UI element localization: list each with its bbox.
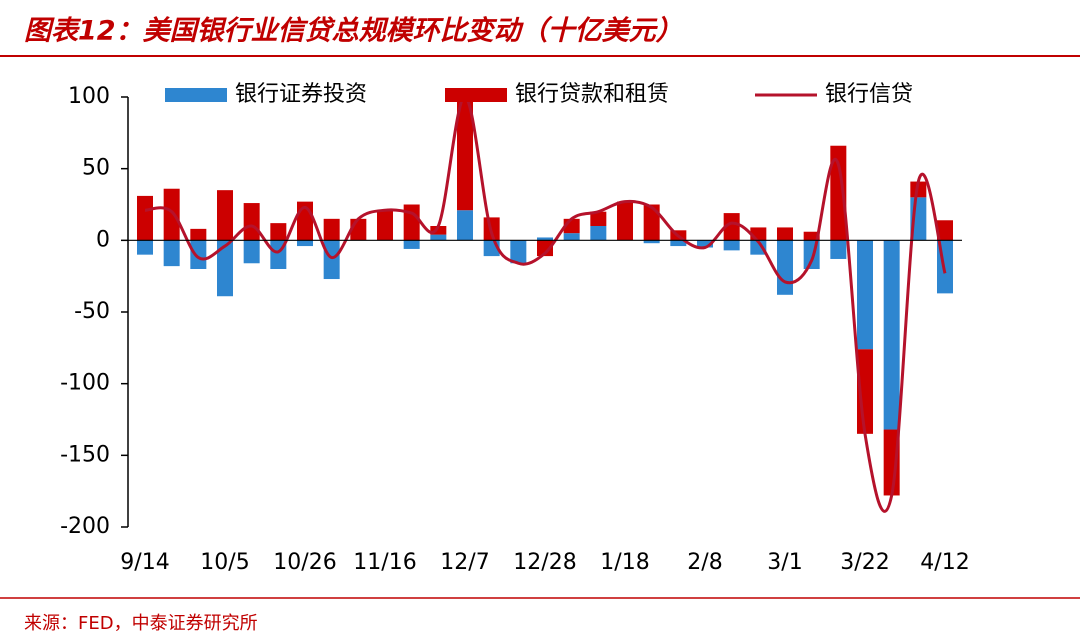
bar — [723, 240, 740, 251]
bar — [403, 240, 420, 249]
bar — [270, 223, 287, 241]
y-tick-label: -50 — [74, 299, 110, 324]
x-tick-label: 1/18 — [600, 550, 649, 575]
bar — [377, 210, 393, 241]
bar — [323, 218, 340, 241]
x-tick-label: 9/14 — [120, 550, 169, 575]
bar — [723, 213, 740, 241]
bar — [243, 240, 260, 264]
bar — [430, 234, 447, 241]
bar — [323, 240, 340, 280]
bar — [297, 240, 313, 247]
bar — [643, 240, 660, 244]
bar — [670, 240, 687, 247]
y-tick-label: -100 — [60, 371, 110, 396]
bar — [777, 227, 793, 241]
x-tick-label: 4/12 — [920, 550, 969, 575]
x-tick-label: 10/5 — [200, 550, 249, 575]
line — [144, 95, 947, 513]
bar — [137, 240, 153, 255]
legend-swatch — [445, 88, 507, 102]
y-tick-label: 100 — [68, 84, 110, 109]
bar — [190, 240, 207, 269]
bar — [537, 240, 553, 257]
bar — [190, 228, 207, 241]
x-tick-label: 2/8 — [687, 550, 722, 575]
bar — [750, 240, 767, 255]
legend-label: 银行贷款和租赁 — [515, 82, 669, 107]
bar — [883, 240, 900, 430]
bar — [403, 204, 420, 241]
x-tick-label: 3/1 — [767, 550, 802, 575]
bar — [857, 240, 873, 350]
bar — [777, 240, 793, 295]
chart-title: 图表12：美国银行业信贷总规模环比变动（十亿美元） — [24, 16, 683, 47]
y-tick-label: -150 — [60, 442, 110, 467]
bar — [430, 226, 447, 235]
x-tick-label: 3/22 — [840, 550, 889, 575]
x-tick-label: 12/28 — [513, 550, 576, 575]
legend-swatch — [165, 88, 227, 102]
x-tick-label: 11/16 — [353, 550, 416, 575]
legend-label: 银行证券投资 — [235, 82, 367, 107]
bar — [510, 240, 527, 264]
y-tick-label: 0 — [96, 227, 110, 252]
bar — [590, 211, 607, 226]
bar — [830, 240, 847, 259]
bar — [643, 204, 660, 241]
bar — [617, 201, 633, 241]
bar — [803, 231, 820, 241]
bar — [457, 210, 473, 241]
bar — [537, 237, 553, 241]
y-tick-label: 50 — [82, 156, 110, 181]
bar — [457, 97, 473, 211]
bar — [590, 226, 607, 241]
bar — [163, 188, 180, 241]
bar — [217, 240, 233, 297]
x-tick-label: 12/7 — [440, 550, 489, 575]
bar — [243, 203, 260, 241]
legend-label: 银行信贷 — [825, 82, 913, 107]
bar — [830, 145, 847, 241]
bar — [137, 195, 153, 241]
bar — [697, 240, 713, 248]
y-tick-label: -200 — [60, 514, 110, 539]
bar — [163, 240, 180, 267]
bar — [563, 233, 580, 241]
x-tick-label: 10/26 — [273, 550, 336, 575]
bar — [937, 220, 953, 241]
bar — [217, 190, 233, 241]
source: 来源：FED，中泰证券研究所 — [24, 613, 258, 634]
